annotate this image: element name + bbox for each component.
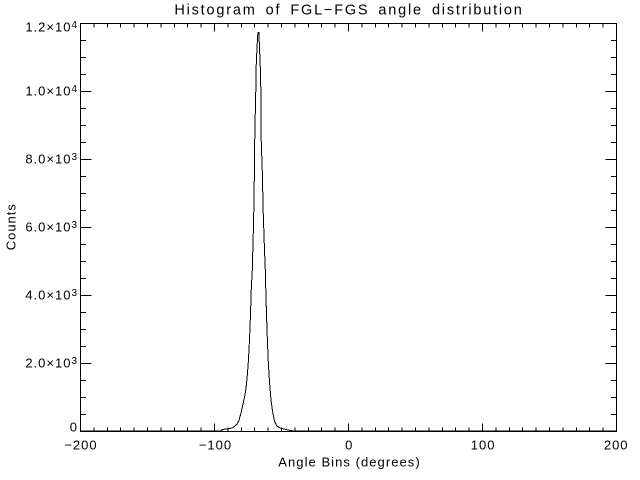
svg-text:4.0×103: 4.0×103	[25, 288, 78, 303]
svg-text:2.0×103: 2.0×103	[25, 356, 78, 371]
svg-text:−100: −100	[199, 437, 232, 452]
svg-text:−200: −200	[64, 437, 97, 452]
svg-text:Histogram of FGL−FGS angle dis: Histogram of FGL−FGS angle distribution	[174, 3, 523, 19]
svg-text:200: 200	[604, 437, 629, 452]
svg-text:1.2×104: 1.2×104	[25, 20, 78, 35]
svg-text:1.0×104: 1.0×104	[25, 84, 78, 99]
svg-text:100: 100	[471, 437, 496, 452]
svg-text:6.0×103: 6.0×103	[25, 220, 78, 235]
svg-text:Angle Bins (degrees): Angle Bins (degrees)	[278, 455, 420, 470]
svg-text:Counts: Counts	[4, 203, 19, 250]
svg-text:8.0×103: 8.0×103	[25, 152, 78, 167]
svg-text:0: 0	[70, 420, 78, 435]
svg-text:0: 0	[345, 437, 353, 452]
